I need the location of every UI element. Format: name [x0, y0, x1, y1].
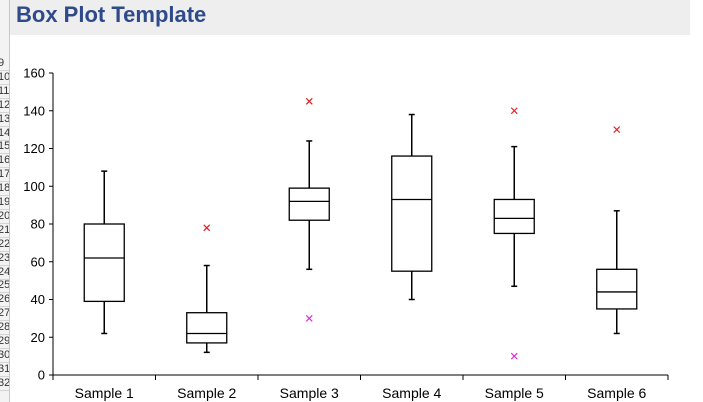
- row-number[interactable]: 15: [0, 140, 9, 155]
- row-number[interactable]: 14: [0, 127, 9, 141]
- x-tick-label: Sample 6: [587, 385, 646, 401]
- row-number[interactable]: 21: [0, 224, 9, 238]
- row-number[interactable]: 9: [0, 57, 9, 71]
- x-tick-label: Sample 3: [280, 385, 339, 401]
- x-tick-label: Sample 2: [177, 385, 236, 401]
- row-number[interactable]: 10: [0, 71, 9, 85]
- x-tick-label: Sample 4: [382, 385, 441, 401]
- title-bar: Box Plot Template: [10, 0, 690, 35]
- outlier-marker: [305, 314, 313, 322]
- y-tick-label: 20: [31, 330, 45, 345]
- y-tick-label: 160: [23, 66, 45, 81]
- y-tick-label: 120: [23, 141, 45, 156]
- y-tick-label: 60: [31, 254, 45, 269]
- y-tick-label: 0: [38, 368, 45, 383]
- y-tick-label: 40: [31, 292, 45, 307]
- box-iqr: [186, 312, 228, 344]
- row-number[interactable]: 20: [0, 210, 9, 224]
- box-iqr: [288, 187, 330, 221]
- outlier-marker: [305, 97, 313, 105]
- outlier-marker: [510, 352, 518, 360]
- row-number[interactable]: 18: [0, 182, 9, 197]
- row-number[interactable]: 25: [0, 279, 9, 294]
- row-headers: 9101112131415161718192021222324252627282…: [0, 0, 10, 402]
- row-number[interactable]: 29: [0, 335, 9, 349]
- y-tick-label: 100: [23, 179, 45, 194]
- row-number[interactable]: 27: [0, 307, 9, 322]
- row-number[interactable]: 11: [0, 85, 9, 99]
- y-tick-label: 140: [23, 103, 45, 118]
- row-number[interactable]: 28: [0, 321, 9, 336]
- row-number[interactable]: 26: [0, 293, 9, 308]
- row-number[interactable]: 12: [0, 99, 9, 113]
- box-iqr: [391, 155, 433, 272]
- row-number[interactable]: 30: [0, 349, 9, 363]
- row-number[interactable]: 22: [0, 238, 9, 252]
- row-number[interactable]: 19: [0, 196, 9, 210]
- x-tick-label: Sample 5: [485, 385, 544, 401]
- row-number[interactable]: 16: [0, 154, 9, 169]
- row-number[interactable]: 13: [0, 113, 9, 127]
- box-iqr: [493, 198, 535, 235]
- outlier-marker: [203, 224, 211, 232]
- row-number[interactable]: 17: [0, 168, 9, 183]
- y-tick-label: 80: [31, 217, 45, 232]
- page-title: Box Plot Template: [16, 2, 207, 27]
- outlier-marker: [510, 107, 518, 115]
- row-number[interactable]: 32: [0, 377, 9, 391]
- row-number[interactable]: 31: [0, 363, 9, 377]
- row-number[interactable]: 23: [0, 252, 9, 266]
- box-iqr: [596, 268, 638, 310]
- outlier-marker: [613, 126, 621, 134]
- x-tick-label: Sample 1: [75, 385, 134, 401]
- row-number[interactable]: 24: [0, 266, 9, 280]
- box-iqr: [83, 223, 125, 303]
